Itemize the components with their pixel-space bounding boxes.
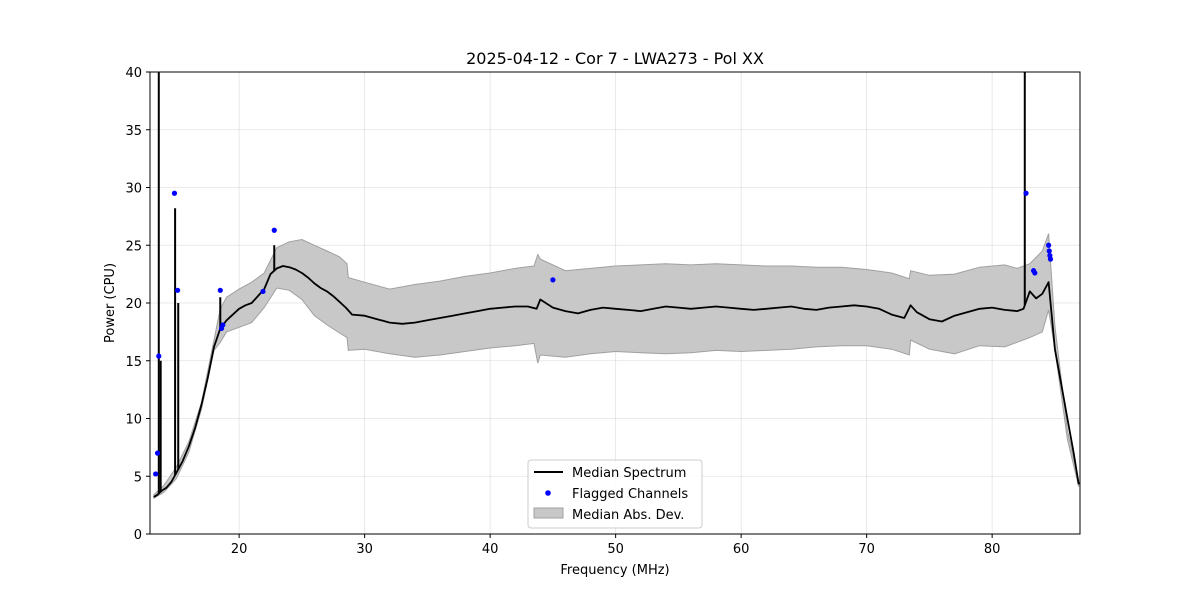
mad-band — [153, 233, 1080, 500]
x-tick-label: 40 — [482, 542, 499, 557]
legend-mad-label: Median Abs. Dev. — [572, 508, 684, 523]
flagged-channel-point — [1023, 190, 1029, 196]
x-tick-label: 20 — [231, 542, 248, 557]
x-tick-label: 80 — [984, 542, 1001, 557]
flagged-channel-point — [1047, 256, 1054, 262]
y-axis-ticks: 0 5 10 15 20 25 30 35 40 — [125, 66, 150, 543]
y-tick-label: 20 — [125, 297, 142, 312]
y-tick-label: 15 — [125, 355, 142, 370]
y-tick-label: 0 — [134, 528, 142, 543]
flagged-channel-point — [171, 190, 178, 196]
median-spectrum-line — [153, 265, 1080, 498]
x-axis-ticks: 20 30 40 50 60 70 80 — [231, 534, 1001, 557]
legend-median-label: Median Spectrum — [572, 466, 686, 481]
chart-title: 2025-04-12 - Cor 7 - LWA273 - Pol XX — [466, 49, 764, 68]
y-tick-label: 40 — [125, 66, 142, 81]
flagged-channel-point — [1046, 242, 1052, 248]
y-tick-label: 30 — [125, 182, 142, 197]
y-tick-label: 35 — [125, 124, 142, 139]
flagged-channel-point — [217, 287, 223, 293]
y-tick-label: 10 — [125, 413, 142, 428]
flagged-channel-point — [1032, 270, 1038, 276]
median-line-layer — [153, 72, 1080, 498]
x-tick-label: 30 — [356, 542, 373, 557]
flagged-points-layer — [153, 190, 1054, 477]
y-tick-label: 5 — [134, 470, 142, 485]
x-tick-label: 70 — [858, 542, 875, 557]
flagged-channel-point — [220, 322, 226, 328]
legend-flagged-swatch — [545, 490, 551, 496]
x-tick-label: 60 — [733, 542, 750, 557]
x-axis-label: Frequency (MHz) — [560, 563, 669, 578]
flagged-channel-point — [154, 450, 161, 456]
flagged-channel-point — [175, 287, 181, 293]
legend-mad-swatch — [533, 507, 564, 519]
y-axis-label: Power (CPU) — [103, 263, 118, 343]
flagged-channel-point — [1046, 248, 1052, 254]
flagged-channel-point — [271, 227, 277, 233]
mad-band-layer — [153, 233, 1080, 500]
legend: Median Spectrum Flagged Channels Median … — [527, 459, 703, 529]
flagged-channel-point — [550, 277, 556, 283]
x-tick-label: 50 — [607, 542, 624, 557]
y-tick-label: 25 — [125, 239, 142, 254]
legend-flagged-label: Flagged Channels — [572, 487, 688, 502]
flagged-channel-point — [153, 471, 159, 477]
legend-box — [527, 459, 703, 529]
flagged-channel-point — [260, 288, 266, 295]
flagged-channel-point — [156, 353, 162, 359]
